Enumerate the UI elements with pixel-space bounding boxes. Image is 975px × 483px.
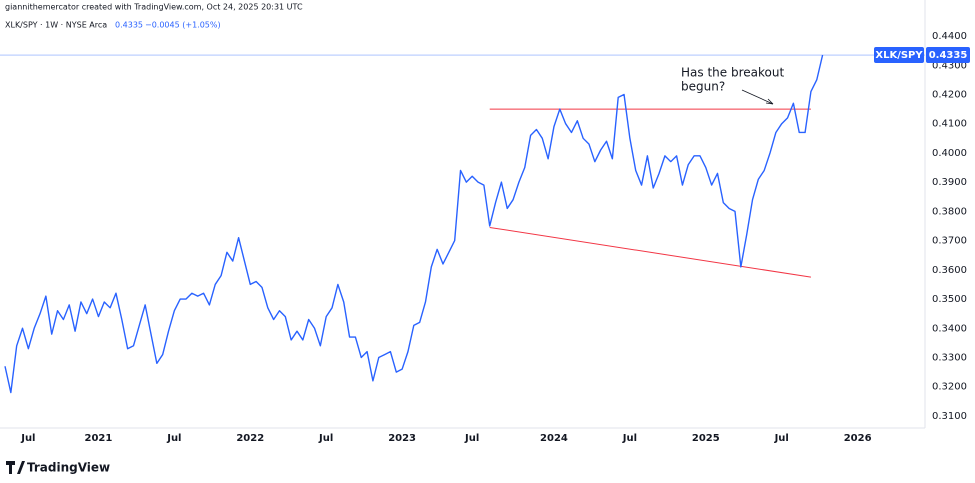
y-tick-label: 0.3400: [932, 323, 967, 334]
x-tick-label: Jul: [20, 433, 35, 444]
y-tick-label: 0.3300: [932, 352, 967, 363]
price-badge: [926, 47, 970, 64]
brand-logo: TradingView: [6, 461, 110, 475]
legend-last: 0.4335: [115, 21, 143, 30]
price-badge-label: 0.4335: [929, 50, 968, 61]
y-tick-label: 0.3700: [932, 236, 967, 247]
symbol-badge: [874, 47, 924, 64]
y-tick-label: 0.3100: [932, 411, 967, 422]
y-tick-label: 0.4000: [932, 148, 967, 159]
x-tick-label: Jul: [166, 433, 181, 444]
x-tick-label: Jul: [464, 433, 479, 444]
y-tick-label: 0.3900: [932, 177, 967, 188]
x-tick-label: Jul: [318, 433, 333, 444]
y-tick-label: 0.3600: [932, 265, 967, 276]
y-tick-label: 0.4300: [932, 60, 967, 71]
x-tick-label: Jul: [774, 433, 789, 444]
y-tick-label: 0.4200: [932, 89, 967, 100]
annotation-arrow: [741, 89, 774, 105]
credit: giannithemercator created with TradingVi…: [5, 3, 303, 12]
legend-change: −0.0045 (+1.05%): [145, 21, 221, 30]
annotation: Has the breakout: [681, 66, 784, 80]
y-tick-label: 0.3200: [932, 382, 967, 393]
y-tick-label: 0.4100: [932, 119, 967, 130]
x-tick-label: 2025: [692, 433, 720, 444]
x-tick-label: 2022: [236, 433, 264, 444]
x-tick-label: 2021: [85, 433, 113, 444]
x-tick-label: 2023: [388, 433, 416, 444]
x-tick-label: 2026: [844, 433, 872, 444]
price-line: [4, 54, 824, 394]
y-tick-label: 0.3500: [932, 294, 967, 305]
annotation-arrowhead: [765, 98, 774, 105]
brand: TradingView: [27, 461, 110, 475]
trend-line: [489, 226, 811, 278]
y-tick-label: 0.4400: [932, 31, 967, 42]
x-tick-label: Jul: [622, 433, 637, 444]
symbol-badge-label: XLK/SPY: [875, 50, 923, 61]
x-tick-label: 2024: [540, 433, 568, 444]
legend-symbol: XLK/SPY · 1W · NYSE Arca: [5, 21, 107, 30]
y-tick-label: 0.3800: [932, 206, 967, 217]
annotation: begun?: [681, 80, 725, 94]
